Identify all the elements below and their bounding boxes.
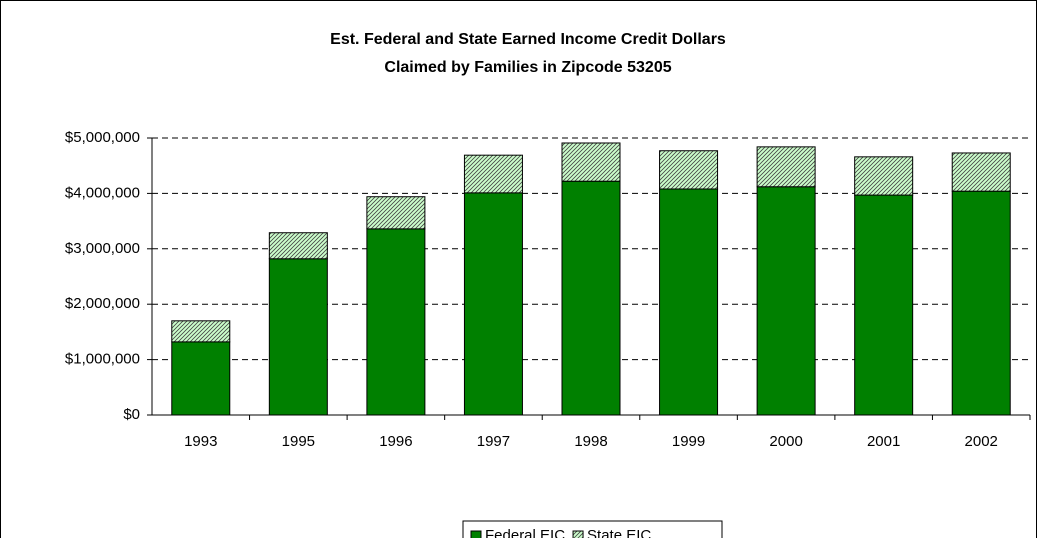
bar: [268, 258, 328, 416]
bar: [854, 156, 914, 196]
legend-swatch: [470, 530, 482, 538]
chart-title: Est. Federal and State Earned Income Cre…: [330, 31, 726, 48]
bar: [463, 192, 523, 416]
x-tick-label: 1998: [574, 433, 607, 450]
chart-title: Claimed by Families in Zipcode 53205: [384, 59, 671, 76]
bar: [268, 232, 328, 260]
bar: [951, 152, 1011, 192]
legend-swatch: [572, 530, 584, 538]
bar: [951, 190, 1011, 416]
y-tick-label: $0: [123, 406, 140, 423]
bar: [171, 320, 231, 343]
x-tick-label: 1996: [379, 433, 412, 450]
legend-label: Federal EIC: [485, 527, 565, 538]
bar: [463, 154, 523, 194]
bar: [854, 194, 914, 416]
x-tick-label: 1995: [282, 433, 315, 450]
legend-label: State EIC: [587, 527, 651, 538]
bar: [366, 228, 426, 416]
y-tick-label: $5,000,000: [65, 129, 140, 146]
x-tick-label: 1993: [184, 433, 217, 450]
x-tick-label: 1997: [477, 433, 510, 450]
x-tick-label: 2000: [769, 433, 802, 450]
y-tick-label: $2,000,000: [65, 295, 140, 312]
x-tick-label: 2002: [965, 433, 998, 450]
x-tick-label: 2001: [867, 433, 900, 450]
bar: [756, 146, 816, 188]
bar: [756, 186, 816, 416]
bar: [171, 341, 231, 416]
bar: [366, 196, 426, 230]
bar: [659, 188, 719, 416]
legend-box: [462, 520, 723, 538]
bar: [561, 142, 621, 182]
y-tick-label: $4,000,000: [65, 184, 140, 201]
bar: [659, 150, 719, 190]
y-tick-label: $1,000,000: [65, 351, 140, 368]
x-tick-label: 1999: [672, 433, 705, 450]
bar: [561, 180, 621, 416]
y-tick-label: $3,000,000: [65, 240, 140, 257]
